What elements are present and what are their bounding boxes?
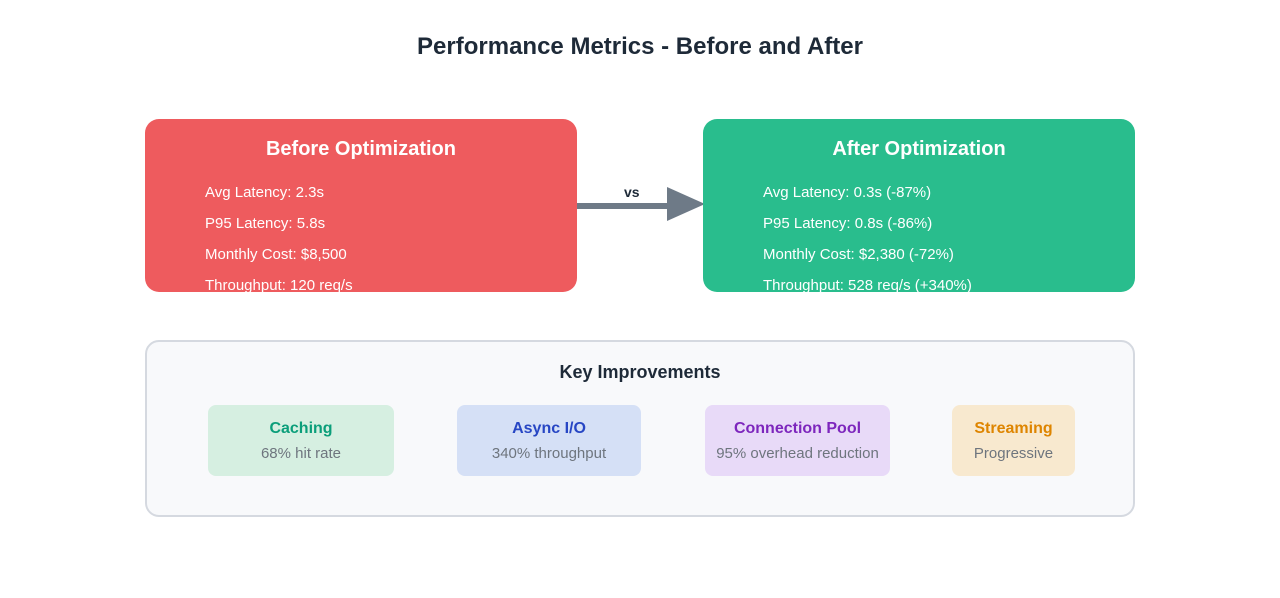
before-metric-monthly-cost: Monthly Cost: $8,500: [205, 246, 347, 263]
after-optimization-box: After Optimization Avg Latency: 0.3s (-8…: [703, 119, 1135, 292]
improvement-card-caching: Caching 68% hit rate: [208, 405, 394, 476]
vs-label: vs: [624, 184, 640, 200]
before-optimization-box: Before Optimization Avg Latency: 2.3s P9…: [145, 119, 577, 292]
page-title: Performance Metrics - Before and After: [417, 33, 863, 60]
card-title-connection-pool: Connection Pool: [733, 420, 862, 437]
before-metric-p95-latency: P95 Latency: 5.8s: [205, 215, 326, 232]
after-metric-monthly-cost: Monthly Cost: $2,380 (-72%): [763, 246, 954, 263]
key-improvements-title: Key Improvements: [559, 362, 721, 382]
card-title-caching: Caching: [269, 420, 333, 437]
key-improvements-panel: Key Improvements Caching 68% hit rate As…: [145, 340, 1135, 517]
improvement-card-connection-pool: Connection Pool 95% overhead reduction: [705, 405, 890, 476]
before-box-title: Before Optimization: [265, 138, 456, 160]
after-metric-throughput: Throughput: 528 req/s (+340%): [763, 277, 972, 292]
card-detail-async-io: 340% throughput: [491, 445, 607, 462]
after-metrics-list: Avg Latency: 0.3s (-87%) P95 Latency: 0.…: [703, 177, 1135, 292]
before-metric-throughput: Throughput: 120 req/s: [205, 277, 353, 292]
after-metric-p95-latency: P95 Latency: 0.8s (-86%): [763, 215, 933, 232]
improvement-card-async-io: Async I/O 340% throughput: [457, 405, 641, 476]
card-title-async-io: Async I/O: [512, 420, 586, 437]
card-detail-caching: 68% hit rate: [260, 445, 342, 462]
arrow-head-icon: [667, 187, 705, 221]
after-box-title: After Optimization: [832, 138, 1006, 160]
arrow-line: [577, 203, 669, 209]
before-metric-avg-latency: Avg Latency: 2.3s: [205, 184, 324, 201]
improvement-card-streaming: Streaming Progressive: [952, 405, 1075, 476]
before-metrics-list: Avg Latency: 2.3s P95 Latency: 5.8s Mont…: [145, 177, 577, 292]
card-title-streaming: Streaming: [974, 420, 1053, 437]
card-detail-connection-pool: 95% overhead reduction: [716, 445, 879, 462]
after-metric-avg-latency: Avg Latency: 0.3s (-87%): [763, 184, 932, 201]
card-detail-streaming: Progressive: [973, 445, 1054, 462]
